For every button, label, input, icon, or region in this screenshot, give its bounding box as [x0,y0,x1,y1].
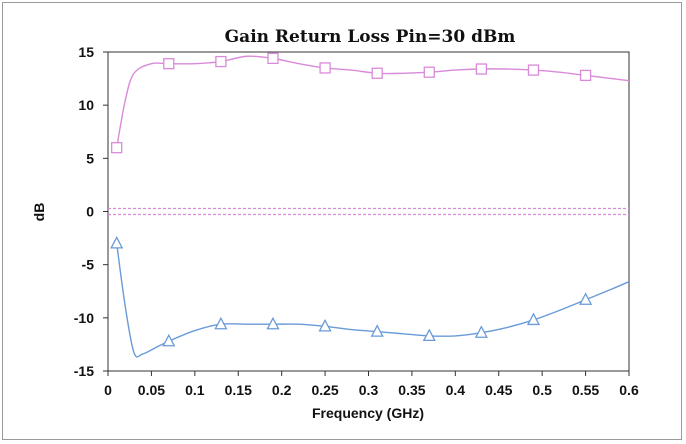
return-loss-triangle-marker [318,318,332,332]
gain-square-marker [475,63,488,75]
x-tick-label: 0.3 [359,382,379,398]
y-tick-label: 0 [86,204,94,220]
return-loss-triangle-marker [422,328,436,342]
return-loss-triangle-marker [162,333,176,347]
x-tick-label: 0.45 [485,382,512,398]
gain-square-marker [527,64,540,76]
y-tick-label: -15 [74,363,94,379]
x-axis-label: Frequency (GHz) [312,405,424,421]
y-tick-label: 15 [78,44,94,60]
x-tick-label: 0.35 [398,382,425,398]
x-tick-label: 0.1 [185,382,205,398]
x-tick-label: 0.05 [138,382,165,398]
gain-square-marker [267,52,279,65]
x-tick-label: 0.55 [572,382,599,398]
x-tick-label: 0.5 [532,382,552,398]
return-loss-triangle-marker [110,235,124,249]
x-tick-label: 0.4 [446,382,466,398]
return-loss-triangle-marker [214,316,228,330]
gain-square-marker [579,69,592,82]
gain-square-marker [371,67,383,79]
plot-area [107,51,630,372]
return-loss-triangle-marker [266,316,280,330]
return-loss-triangle-marker [474,325,488,338]
y-tick-label: -10 [74,310,94,326]
gain-line [115,55,630,148]
x-axis: 0 0.05 0.1 0.15 0.2 0.25 0.3 0.35 0.4 0.45 0.5 0.55… [104,371,639,398]
gain-square-marker [111,142,123,154]
y-axis-label: dB [31,203,47,222]
y-axis: 15 10 5 0 -5 -10 -15 [74,44,108,379]
x-tick-label: 0.25 [311,382,338,398]
return-loss-triangle-marker [370,324,384,337]
gain-square-marker [163,58,175,70]
x-tick-label: 0 [104,382,112,398]
gain-square-marker [319,62,331,74]
gain-square-marker [215,55,227,68]
return-loss-triangle-marker [579,292,593,305]
series-layer [108,52,630,358]
x-tick-label: 0.2 [272,382,292,398]
chart-title: Gain Return Loss Pin=30 dBm [225,27,516,47]
gain-square-marker [423,66,435,78]
y-tick-label: 10 [78,97,94,113]
x-tick-label: 0.15 [225,382,252,398]
x-tick-label: 0.6 [619,382,639,398]
y-tick-label: -5 [82,257,95,273]
return-loss-triangle-marker [526,312,541,326]
y-tick-label: 5 [86,150,94,166]
